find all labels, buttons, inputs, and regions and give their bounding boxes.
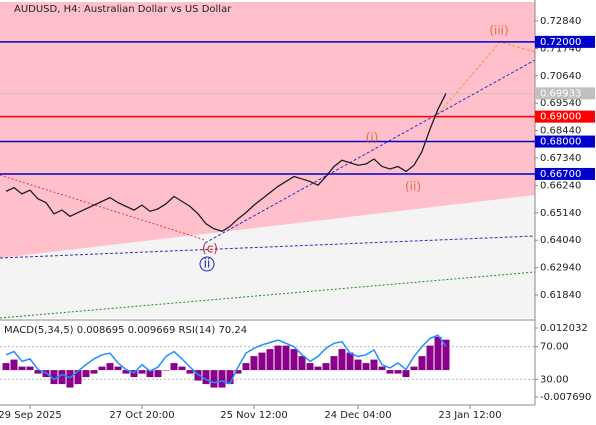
level-label-box — [535, 135, 595, 148]
macd-bar — [154, 370, 162, 378]
macd-bar — [322, 363, 330, 371]
level-label-box — [535, 110, 595, 123]
macd-bar — [114, 366, 122, 371]
macd-bar — [26, 366, 34, 371]
macd-bar — [434, 336, 442, 371]
indicator-title: MACD(5,34,5) 0.008695 0.009669 RSI(14) 7… — [4, 325, 247, 336]
y2-tick-label: 70.00 — [540, 342, 569, 353]
macd-bar — [122, 370, 130, 374]
macd-bar — [250, 356, 258, 371]
macd-bar — [202, 370, 210, 385]
macd-bar — [186, 370, 194, 374]
macd-bar — [330, 356, 338, 371]
level-label: 0.68000 — [540, 137, 581, 148]
wave-label: (c) — [202, 242, 218, 256]
macd-bar — [146, 370, 154, 378]
x-tick-label: 25 Nov 12:00 — [220, 410, 287, 421]
macd-bar — [426, 345, 434, 371]
trend-line — [0, 235, 536, 259]
macd-bar — [74, 370, 82, 385]
macd-bar — [10, 359, 18, 371]
macd-bar — [266, 349, 274, 371]
wave-label: (i) — [366, 131, 379, 145]
macd-bar — [34, 370, 42, 374]
y-tick-label: 0.69540 — [540, 98, 581, 109]
y-tick-label: 0.71740 — [540, 43, 581, 54]
wave-label: (iii) — [489, 24, 508, 38]
macd-bar — [2, 363, 10, 371]
macd-bar — [298, 356, 306, 371]
x-tick-label: 24 Dec 04:00 — [324, 410, 391, 421]
macd-bar — [378, 366, 386, 371]
macd-bar — [226, 370, 234, 385]
y-tick-label: 0.012032 — [540, 323, 588, 334]
macd-bar — [418, 356, 426, 371]
y-tick-label: 0.70640 — [540, 71, 581, 82]
x-tick-label: 27 Oct 20:00 — [109, 410, 174, 421]
chart-title: AUDUSD, H4: Australian Dollar vs US Doll… — [14, 4, 232, 15]
y-tick-label: 0.65140 — [540, 208, 581, 219]
price-line — [5, 93, 447, 232]
y-tick-label: 0.72840 — [540, 16, 581, 27]
level-label-box — [535, 35, 595, 48]
macd-bar — [386, 370, 394, 374]
price-label: 0.69933 — [540, 88, 581, 99]
price-label-box — [535, 87, 595, 100]
macd-bar — [90, 370, 98, 374]
macd-bar — [338, 349, 346, 371]
macd-bar — [402, 370, 410, 378]
level-label: 0.66700 — [540, 169, 581, 180]
macd-bar — [314, 366, 322, 371]
macd-bar — [178, 366, 186, 371]
level-label: 0.69000 — [540, 112, 581, 123]
macd-bar — [410, 366, 418, 371]
macd-bar — [394, 370, 402, 374]
macd-bar — [58, 370, 66, 385]
macd-bar — [170, 363, 178, 371]
y-tick-label: 0.64040 — [540, 235, 581, 246]
wave-label: (ii) — [405, 180, 421, 194]
macd-bar — [370, 359, 378, 371]
macd-bar — [346, 352, 354, 371]
macd-bar — [98, 366, 106, 371]
macd-bar — [50, 370, 58, 385]
wave-circle — [199, 256, 215, 272]
y-tick-label: -0.007690 — [540, 392, 591, 403]
rsi-line — [5, 334, 447, 385]
level-label-box — [535, 167, 595, 180]
wave-label: ii — [204, 257, 211, 271]
level-label: 0.72000 — [540, 37, 581, 48]
macd-bar — [82, 370, 90, 378]
y-tick-label: 0.66240 — [540, 180, 581, 191]
macd-bar — [282, 345, 290, 371]
y-tick-label: 0.67340 — [540, 153, 581, 164]
macd-bar — [106, 363, 114, 371]
macd-bar — [274, 345, 282, 371]
macd-bar — [258, 352, 266, 371]
macd-bar — [234, 370, 242, 374]
trend-line — [0, 271, 536, 319]
x-tick-label: 29 Sep 2025 — [0, 410, 62, 421]
trend-line — [204, 59, 536, 244]
macd-bar — [354, 359, 362, 371]
y-tick-label: 0.68440 — [540, 126, 581, 137]
macd-bar — [442, 339, 450, 371]
macd-bar — [18, 366, 26, 371]
macd-bar — [306, 363, 314, 371]
channel-zone — [0, 2, 535, 258]
macd-bar — [242, 363, 250, 371]
macd-bar — [210, 370, 218, 388]
macd-bar — [362, 363, 370, 371]
macd-bar — [66, 370, 74, 388]
macd-bar — [218, 370, 226, 388]
macd-bar — [138, 370, 146, 374]
y-tick-label: 0.62940 — [540, 263, 581, 274]
y2-tick-label: 30.00 — [540, 374, 569, 385]
macd-bar — [162, 370, 170, 371]
macd-bar — [290, 349, 298, 371]
y-tick-label: 0.61840 — [540, 290, 581, 301]
x-tick-label: 23 Jan 12:00 — [438, 410, 501, 421]
